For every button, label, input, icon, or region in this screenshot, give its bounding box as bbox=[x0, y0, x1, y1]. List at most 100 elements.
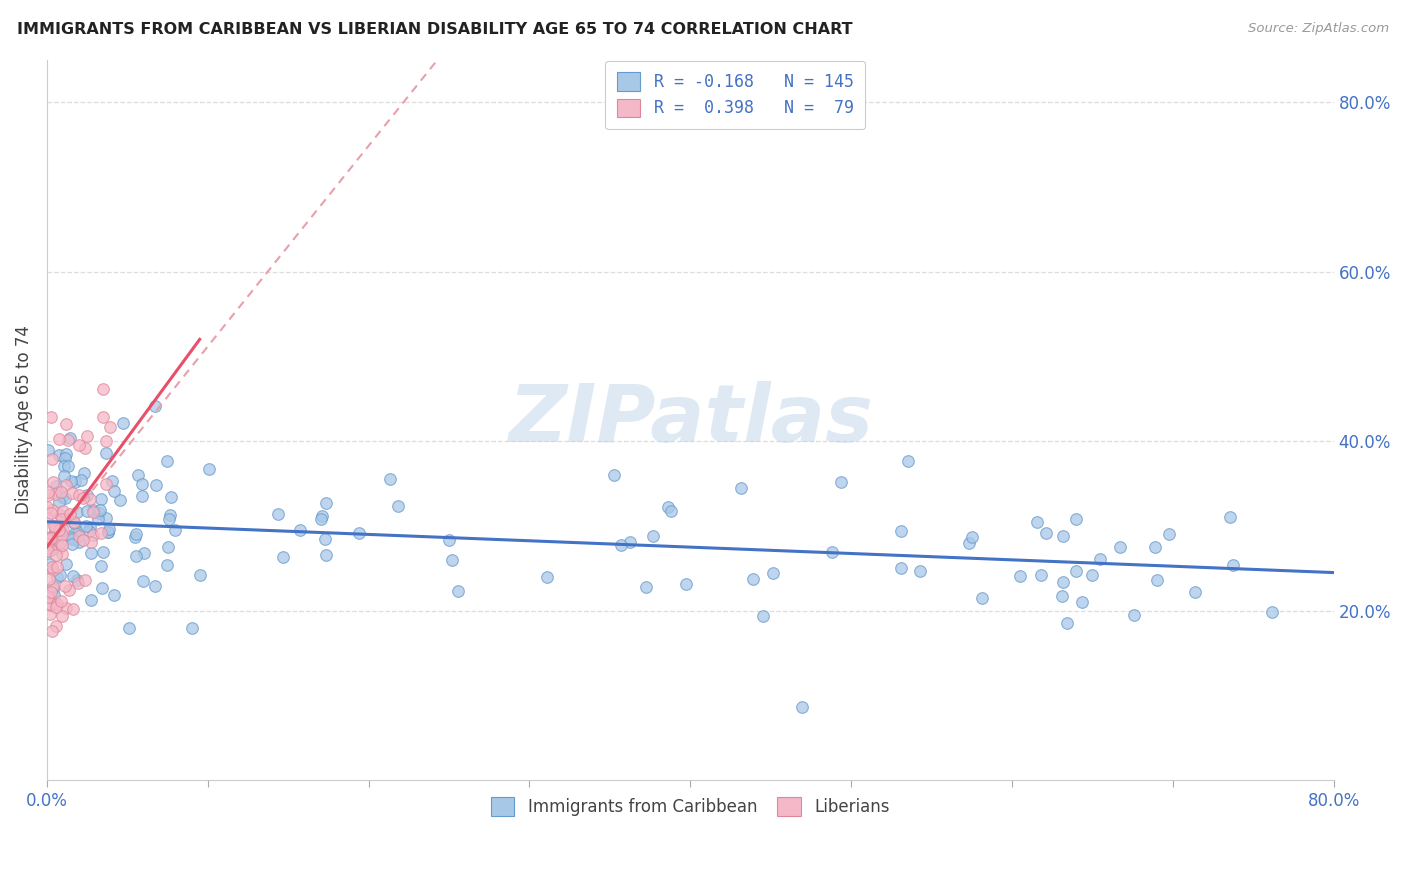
Point bbox=[53, 458, 76, 473]
Point bbox=[1222, 558, 1244, 572]
Point bbox=[741, 572, 763, 586]
Point bbox=[643, 529, 665, 543]
Point bbox=[91, 545, 114, 559]
Point bbox=[51, 538, 73, 552]
Point bbox=[58, 433, 80, 447]
Point bbox=[51, 490, 73, 504]
Point bbox=[143, 399, 166, 413]
Point bbox=[657, 500, 679, 515]
Point bbox=[51, 593, 73, 607]
Point bbox=[62, 569, 84, 583]
Point bbox=[127, 468, 149, 483]
Point bbox=[55, 557, 77, 571]
Point bbox=[94, 511, 117, 525]
Point bbox=[387, 500, 409, 514]
Point bbox=[89, 503, 111, 517]
Point bbox=[76, 488, 98, 502]
Point bbox=[610, 538, 633, 552]
Point bbox=[108, 493, 131, 508]
Point bbox=[441, 552, 464, 566]
Point bbox=[67, 529, 90, 543]
Point bbox=[271, 549, 294, 564]
Point bbox=[1088, 552, 1111, 566]
Point bbox=[58, 583, 80, 598]
Point bbox=[37, 590, 59, 604]
Point bbox=[76, 429, 98, 443]
Point bbox=[90, 582, 112, 596]
Point bbox=[41, 560, 63, 574]
Point bbox=[59, 432, 82, 446]
Point bbox=[181, 621, 204, 635]
Point bbox=[55, 600, 77, 615]
Point bbox=[75, 519, 97, 533]
Text: ZIPatlas: ZIPatlas bbox=[508, 381, 873, 459]
Point bbox=[1219, 510, 1241, 524]
Point bbox=[830, 475, 852, 489]
Point bbox=[51, 547, 73, 561]
Point bbox=[112, 416, 135, 430]
Point bbox=[897, 454, 920, 468]
Point bbox=[63, 475, 86, 489]
Point bbox=[39, 607, 62, 621]
Point bbox=[91, 410, 114, 425]
Point bbox=[103, 588, 125, 602]
Point bbox=[48, 535, 70, 549]
Point bbox=[38, 591, 60, 605]
Point bbox=[45, 597, 67, 611]
Point bbox=[41, 503, 63, 517]
Point bbox=[48, 448, 70, 462]
Point bbox=[39, 585, 62, 599]
Point bbox=[132, 545, 155, 559]
Point bbox=[51, 512, 73, 526]
Point bbox=[145, 478, 167, 492]
Point bbox=[1070, 595, 1092, 609]
Point bbox=[619, 535, 641, 549]
Point bbox=[82, 503, 104, 517]
Point bbox=[349, 525, 371, 540]
Point bbox=[38, 557, 60, 571]
Point bbox=[67, 488, 90, 502]
Point bbox=[131, 476, 153, 491]
Point bbox=[1184, 585, 1206, 599]
Point bbox=[132, 574, 155, 589]
Point bbox=[79, 535, 101, 549]
Point bbox=[41, 542, 63, 557]
Point bbox=[46, 533, 69, 547]
Point bbox=[37, 537, 59, 551]
Point bbox=[38, 572, 60, 586]
Point bbox=[41, 563, 63, 577]
Point bbox=[51, 528, 73, 542]
Point bbox=[124, 531, 146, 545]
Point bbox=[60, 474, 83, 488]
Point bbox=[48, 494, 70, 508]
Point bbox=[39, 531, 62, 545]
Point bbox=[48, 523, 70, 537]
Point bbox=[131, 489, 153, 503]
Point bbox=[536, 570, 558, 584]
Point bbox=[45, 549, 67, 563]
Point bbox=[67, 576, 90, 591]
Point bbox=[44, 541, 66, 555]
Point bbox=[41, 624, 63, 639]
Point bbox=[1261, 606, 1284, 620]
Point bbox=[49, 524, 72, 538]
Point bbox=[1052, 589, 1074, 603]
Point bbox=[159, 508, 181, 523]
Point bbox=[70, 473, 93, 487]
Point bbox=[45, 570, 67, 584]
Point bbox=[49, 484, 72, 499]
Point bbox=[63, 516, 86, 530]
Point bbox=[59, 508, 82, 522]
Point bbox=[66, 505, 89, 519]
Point bbox=[156, 453, 179, 467]
Point bbox=[82, 528, 104, 542]
Point bbox=[1159, 526, 1181, 541]
Point bbox=[39, 530, 62, 544]
Point bbox=[908, 564, 931, 578]
Point bbox=[97, 524, 120, 539]
Point bbox=[60, 537, 83, 551]
Point bbox=[37, 531, 59, 545]
Text: Source: ZipAtlas.com: Source: ZipAtlas.com bbox=[1249, 22, 1389, 36]
Point bbox=[972, 591, 994, 606]
Point bbox=[39, 506, 62, 520]
